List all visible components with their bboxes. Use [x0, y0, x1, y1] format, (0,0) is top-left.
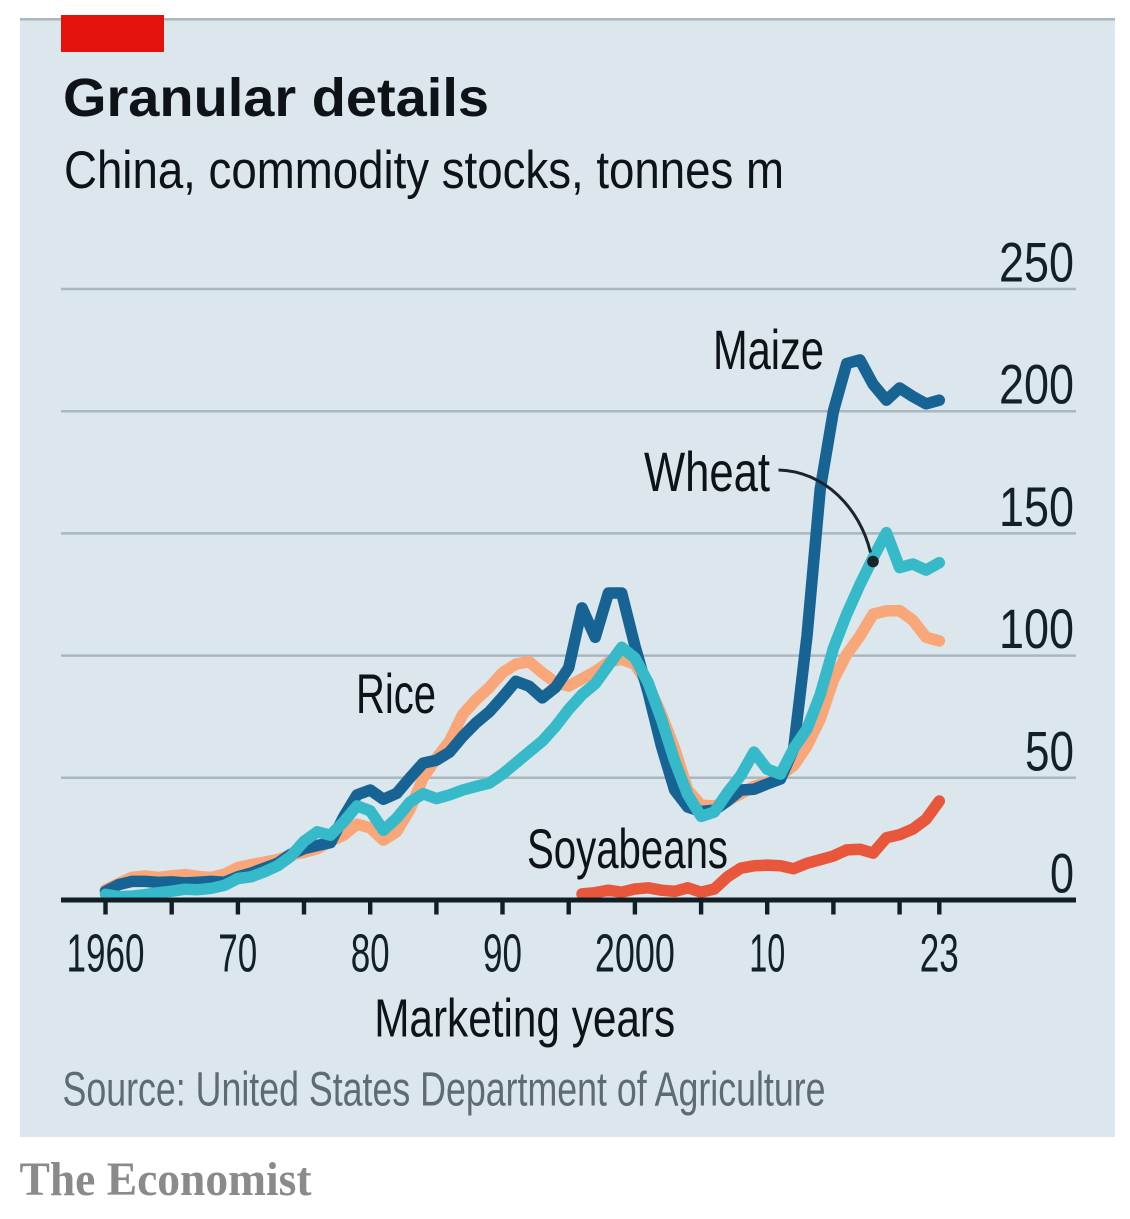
svg-text:50: 50	[1025, 719, 1074, 782]
svg-text:100: 100	[999, 597, 1074, 660]
svg-text:90: 90	[483, 924, 522, 984]
svg-text:70: 70	[218, 924, 257, 984]
svg-text:10: 10	[749, 924, 785, 984]
svg-text:80: 80	[351, 924, 390, 984]
svg-text:250: 250	[999, 231, 1074, 294]
svg-text:China, commodity stocks, tonne: China, commodity stocks, tonnes m	[64, 141, 784, 200]
svg-text:Marketing years: Marketing years	[374, 989, 675, 1049]
svg-text:200: 200	[999, 353, 1074, 416]
svg-text:Maize: Maize	[713, 318, 824, 381]
svg-text:1960: 1960	[67, 924, 145, 984]
svg-text:Soyabeans: Soyabeans	[527, 817, 728, 880]
svg-text:0: 0	[1050, 842, 1074, 905]
svg-text:Granular details: Granular details	[63, 68, 489, 128]
svg-text:Source: United States Departme: Source: United States Department of Agri…	[63, 1064, 826, 1117]
svg-text:The Economist: The Economist	[20, 1153, 312, 1206]
svg-text:2000: 2000	[595, 924, 675, 984]
svg-text:Wheat: Wheat	[644, 440, 770, 503]
svg-text:150: 150	[999, 475, 1074, 538]
svg-text:Rice: Rice	[356, 662, 436, 725]
svg-text:23: 23	[920, 924, 959, 984]
